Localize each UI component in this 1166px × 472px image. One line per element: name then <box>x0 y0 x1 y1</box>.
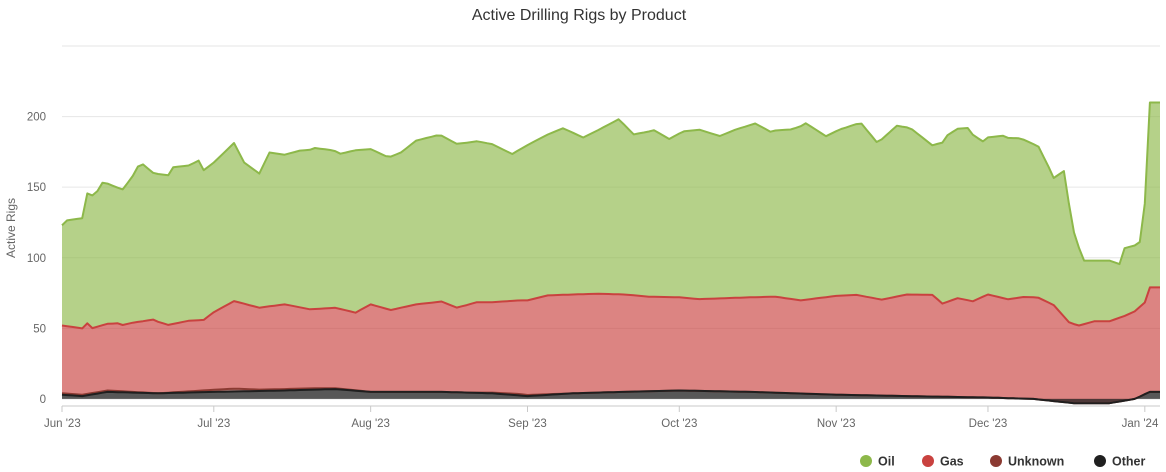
x-tick-label: Nov '23 <box>817 418 856 430</box>
legend-label-gas: Gas <box>940 455 964 469</box>
legend-marker-oil <box>860 455 872 467</box>
legend-label-oil: Oil <box>878 455 895 469</box>
x-tick-label: Aug '23 <box>351 418 390 430</box>
area-oil <box>62 102 1160 329</box>
line-other <box>61 388 1160 405</box>
line-gas <box>61 286 1160 330</box>
y-tick-label: 200 <box>27 112 46 124</box>
legend-item-oil[interactable]: Oil <box>860 455 895 469</box>
x-tick-label: Dec '23 <box>969 418 1008 430</box>
y-tick-label: 0 <box>40 394 46 406</box>
area-other <box>62 389 1160 404</box>
chart-title: Active Drilling Rigs by Product <box>472 7 687 24</box>
legend-marker-other <box>1094 455 1106 467</box>
x-tick-label: Jul '23 <box>197 418 230 430</box>
x-tick-label: Jun '23 <box>44 418 81 430</box>
legend-item-other[interactable]: Other <box>1094 455 1145 469</box>
y-tick-label: 100 <box>27 253 46 265</box>
legend-item-gas[interactable]: Gas <box>922 455 964 469</box>
series-lines <box>61 101 1160 405</box>
y-ticks: 0 50 100 150 200 <box>27 112 46 406</box>
legend-marker-gas <box>922 455 934 467</box>
y-tick-label: 150 <box>27 182 46 194</box>
area-gas <box>62 287 1160 404</box>
x-tick-label: Oct '23 <box>661 418 697 430</box>
legend-label-other: Other <box>1112 455 1145 469</box>
legend-label-unknown: Unknown <box>1008 455 1064 469</box>
x-tick-label: Jan '24 <box>1122 418 1159 430</box>
line-oil <box>61 101 1160 266</box>
y-tick-label: 50 <box>33 323 46 335</box>
plot-areas <box>62 102 1160 404</box>
legend: Oil Gas Unknown Other <box>860 455 1145 469</box>
legend-item-unknown[interactable]: Unknown <box>990 455 1064 469</box>
y-axis-label: Active Rigs <box>4 198 18 258</box>
x-ticks: Jun '23 Jul '23 Aug '23 Sep '23 Oct '23 Nov '… <box>44 406 1159 430</box>
x-tick-label: Sep '23 <box>508 418 547 430</box>
legend-marker-unknown <box>990 455 1002 467</box>
